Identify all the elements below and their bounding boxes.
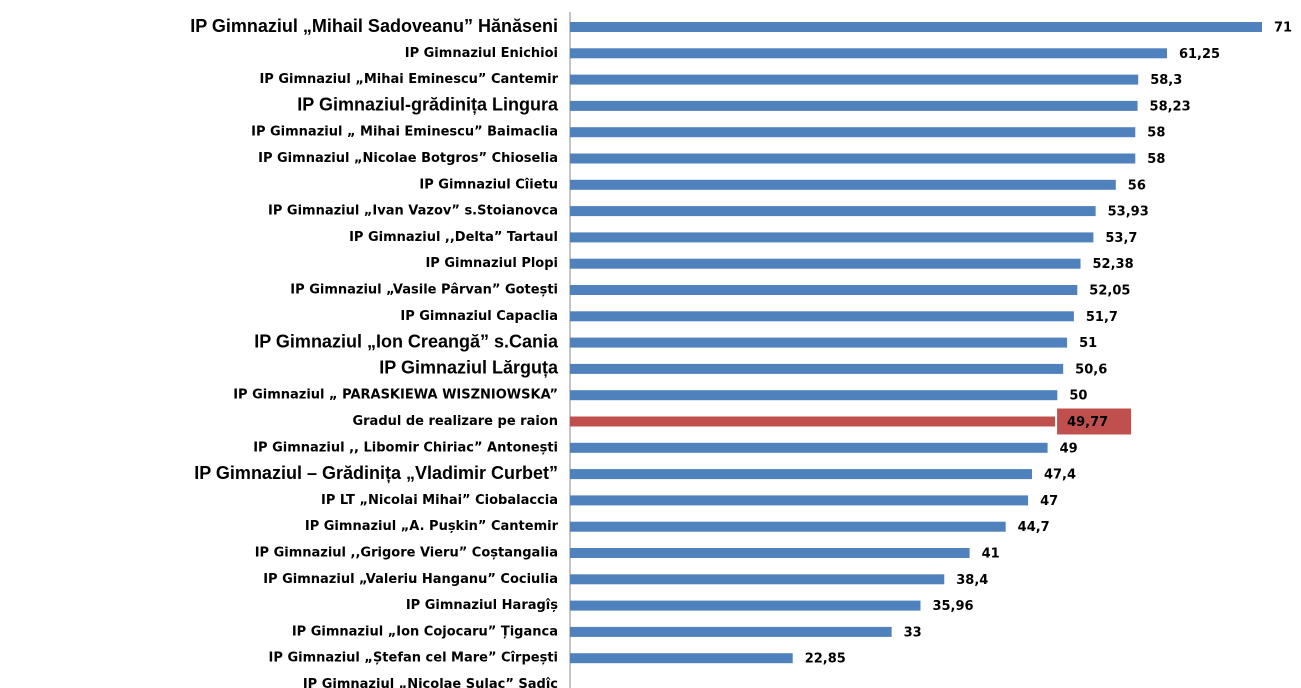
bar [570,311,1074,322]
value-label: 56 [1128,178,1146,193]
value-label: 47,4 [1044,468,1076,483]
category-label: IP Gimnaziul „ Mihai Eminescu” Baimaclia [251,125,558,140]
value-label: 44,7 [1018,520,1050,535]
value-label: 51 [1079,336,1097,351]
value-label: 51,7 [1086,310,1118,325]
category-label: IP Gimnaziul ,,Delta” Tartaul [349,230,558,245]
value-label: 38,4 [956,573,988,588]
bar [570,416,1056,427]
category-label: IP Gimnaziul „Nicolae Botgros” Chioselia [258,151,558,166]
value-label: 50,6 [1075,362,1107,377]
bar [570,390,1058,401]
category-label: IP Gimnaziul ,,Grigore Vieru” Coștangali… [255,546,558,561]
category-label: IP Gimnaziul Lărguța [379,358,559,378]
category-label: IP Gimnaziul „Valeriu Hanganu” Cociulia [263,572,558,587]
bar [570,521,1006,532]
category-label: IP Gimnaziul „Ion Creangă” s.Cania [254,331,559,351]
bar [570,495,1029,506]
category-label: IP Gimnaziul Capaclia [400,309,558,324]
bar [570,469,1032,480]
bar [570,653,793,664]
value-label: 71 [1274,21,1292,36]
category-label: IP Gimnaziul-grădinița Lingura [297,95,559,115]
category-label: IP Gimnaziul „Ion Cojocaru” Țiganca [292,624,558,639]
bar [570,153,1136,164]
category-label: IP LT „Nicolai Mihai” Ciobalaccia [321,493,558,508]
bar [570,363,1064,374]
category-label: IP Gimnaziul ,, Libomir Chiriac” Antoneș… [253,440,558,455]
bar [570,206,1096,217]
value-label: 52,05 [1089,284,1130,299]
value-label: 58 [1147,152,1165,167]
category-label: IP Gimnaziul „Nicolae Sulac” Sadîc [303,677,558,688]
bar [570,442,1048,453]
value-label: 41 [982,547,1000,562]
category-label: IP Gimnaziul „A. Pușkin” Cantemir [305,519,559,534]
bar [570,100,1138,111]
value-label: 52,38 [1093,257,1134,272]
value-label: 47 [1040,494,1058,509]
category-label: Gradul de realizare pe raion [352,414,558,429]
bar [570,285,1078,295]
value-label: 53,93 [1108,205,1149,220]
value-label-box [1057,408,1132,435]
bar [570,548,970,558]
value-label: 58,3 [1150,73,1182,88]
value-label: 53,7 [1105,231,1137,246]
category-label: IP Gimnaziul „Mihai Eminescu” Cantemir [259,72,558,87]
bar [570,22,1262,32]
bar [570,232,1094,243]
category-label: IP Gimnaziul Haragîș [406,598,558,613]
value-label: 50 [1069,389,1087,404]
bar [570,626,892,637]
value-label: 61,25 [1179,47,1220,62]
value-label: 49,77 [1067,415,1108,430]
bar [570,48,1167,59]
bar [570,179,1116,190]
bar [570,127,1136,138]
category-label: IP Gimnaziul „ PARASKIEWA WISZNIOWSKA” [233,388,558,403]
category-label: IP Gimnaziul Cîietu [419,177,558,192]
bar [570,74,1139,85]
value-label: 33 [904,625,922,640]
value-label: 58,23 [1150,99,1191,114]
value-label: 49 [1060,441,1078,456]
category-label: IP Gimnaziul Plopi [425,256,558,271]
category-label: IP Gimnaziul „Ivan Vazov” s.Stoianovca [268,204,558,219]
category-label: IP Gimnaziul – Grădinița „Vladimir Curbe… [194,463,558,483]
value-label: 35,96 [932,599,973,614]
bar [570,258,1081,269]
value-label: 22,85 [805,652,846,667]
bar [570,337,1068,348]
category-label: IP Gimnaziul „Vasile Pârvan” Gotești [290,283,558,298]
bar [570,600,921,611]
category-label: IP Gimnaziul „Mihail Sadoveanu” Hănăseni [190,16,558,36]
bar [570,574,945,585]
value-label: 58 [1147,126,1165,141]
category-label: IP Gimnaziul „Ștefan cel Mare” Cîrpești [269,651,558,666]
category-label: IP Gimnaziul Enichioi [405,46,558,61]
